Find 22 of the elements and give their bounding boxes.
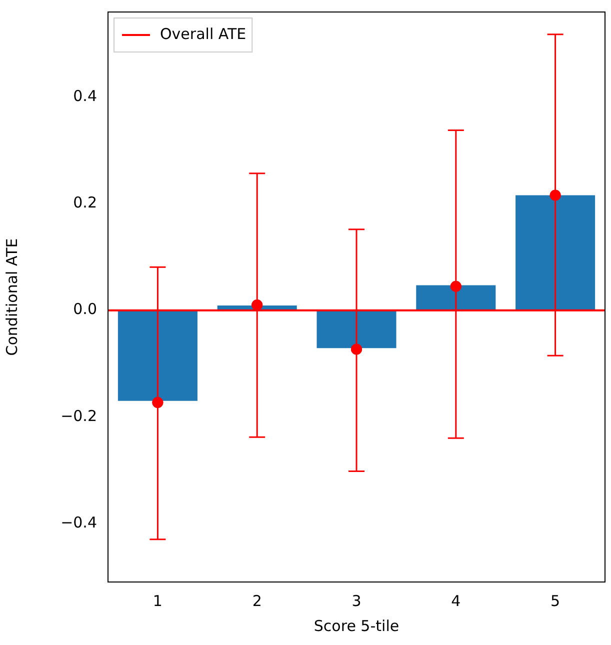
x-tick-label: 4 [451, 592, 461, 610]
y-tick-label: 0.0 [73, 300, 97, 318]
point [252, 299, 263, 310]
y-tick-label: −0.4 [60, 513, 97, 532]
point [450, 280, 462, 292]
point [152, 396, 164, 408]
x-tick-label: 1 [152, 592, 162, 610]
point [351, 344, 362, 355]
y-tick-label: 0.4 [73, 87, 97, 106]
y-tick-label: −0.2 [60, 406, 97, 425]
bar [516, 195, 596, 310]
y-axis-title: Conditional ATE [2, 238, 21, 356]
x-axis-title: Score 5-tile [314, 616, 400, 635]
x-tick-label: 3 [352, 592, 362, 610]
bar [118, 310, 198, 401]
x-tick-label: 5 [550, 592, 560, 610]
y-tick-label: 0.2 [73, 194, 97, 212]
legend-label: Overall ATE [160, 24, 246, 43]
point [550, 190, 561, 201]
bar [316, 310, 396, 348]
x-tick-label: 2 [252, 592, 262, 610]
bar [416, 285, 496, 310]
